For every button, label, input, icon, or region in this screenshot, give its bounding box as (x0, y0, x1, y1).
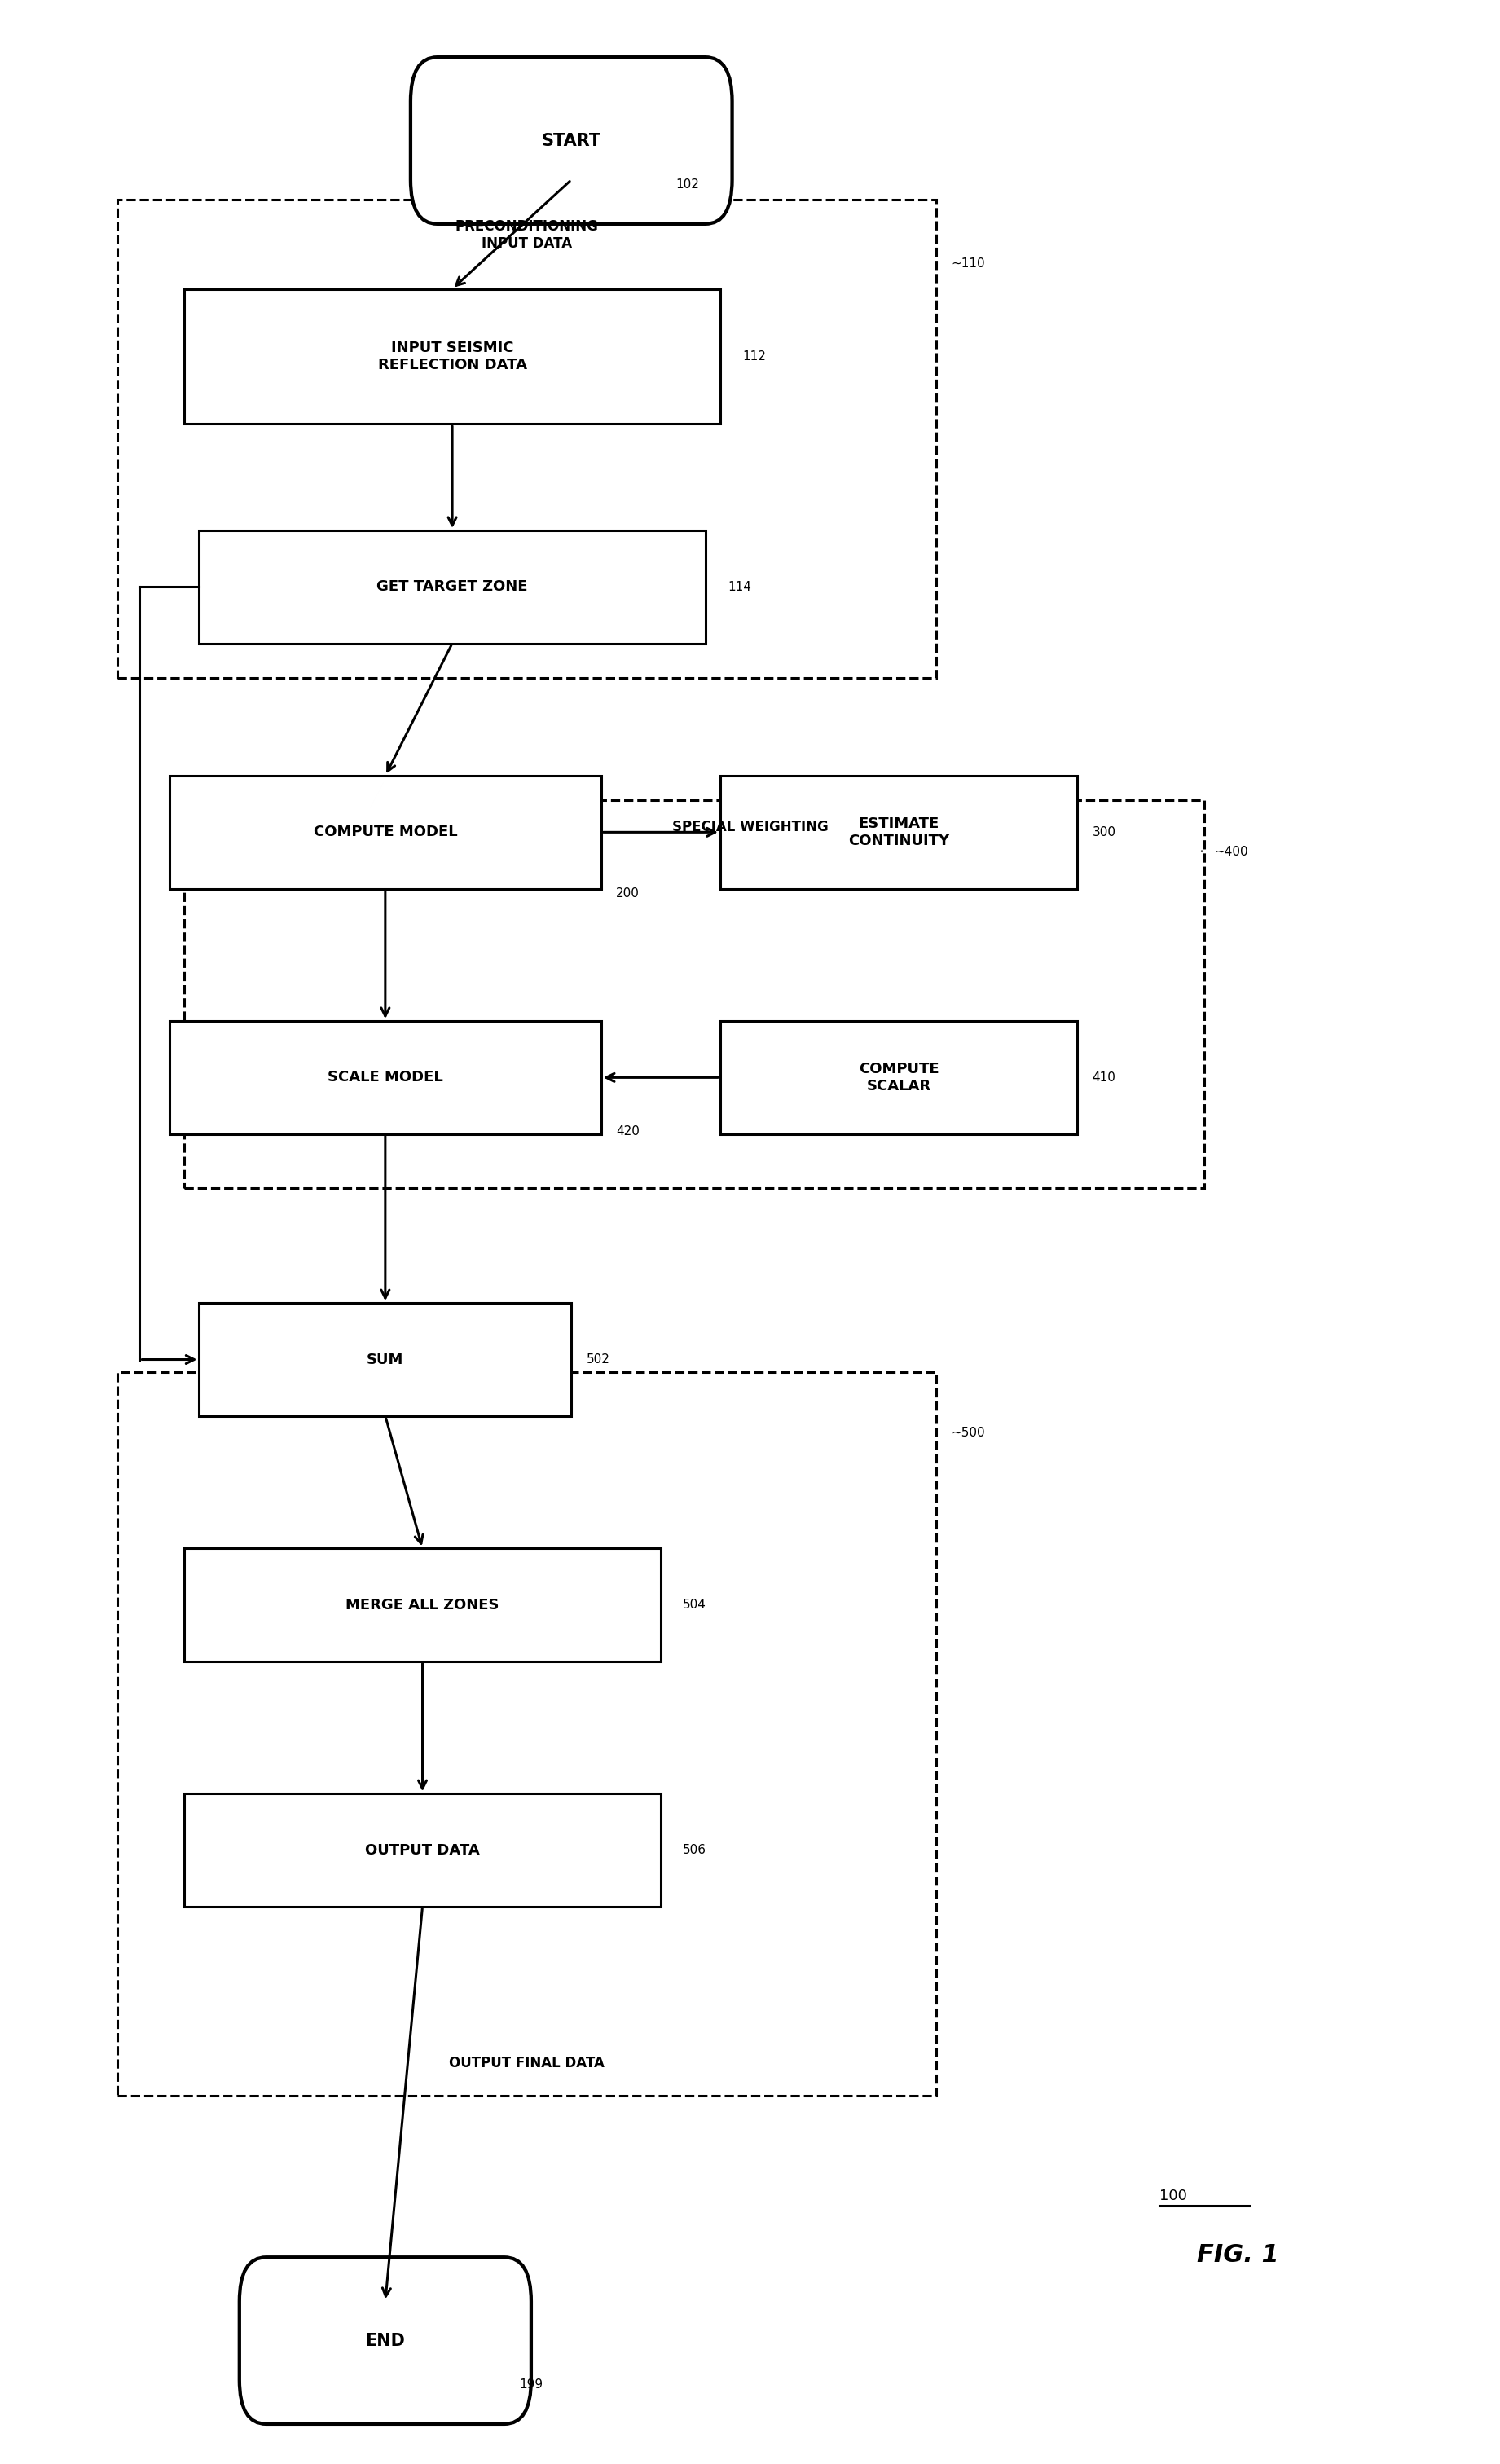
Text: 410: 410 (1092, 1072, 1116, 1084)
Text: INPUT SEISMIC
REFLECTION DATA: INPUT SEISMIC REFLECTION DATA (378, 340, 527, 372)
Text: SCALE MODEL: SCALE MODEL (327, 1069, 443, 1084)
Text: OUTPUT FINAL DATA: OUTPUT FINAL DATA (448, 2055, 604, 2070)
Text: 199: 199 (519, 2378, 543, 2390)
FancyBboxPatch shape (184, 1794, 660, 1907)
FancyBboxPatch shape (200, 530, 705, 643)
Text: 112: 112 (742, 350, 766, 362)
Bar (117, 1372, 936, 2094)
Text: ~110: ~110 (951, 256, 986, 269)
Text: END: END (366, 2333, 405, 2348)
Bar (184, 801, 1205, 1188)
FancyBboxPatch shape (170, 776, 602, 890)
Text: 420: 420 (616, 1126, 639, 1138)
FancyBboxPatch shape (411, 57, 732, 224)
Text: 502: 502 (586, 1353, 610, 1365)
Text: ~500: ~500 (951, 1427, 986, 1439)
Text: PRECONDITIONING
INPUT DATA: PRECONDITIONING INPUT DATA (454, 219, 598, 251)
Text: ~400: ~400 (1215, 845, 1248, 857)
Text: 300: 300 (1092, 825, 1116, 838)
FancyBboxPatch shape (200, 1303, 572, 1417)
Text: 504: 504 (682, 1599, 706, 1611)
FancyBboxPatch shape (240, 2257, 531, 2425)
FancyBboxPatch shape (184, 1547, 660, 1661)
Text: 200: 200 (616, 887, 639, 899)
FancyBboxPatch shape (184, 288, 720, 424)
Text: COMPUTE MODEL: COMPUTE MODEL (314, 825, 458, 840)
Bar (117, 200, 936, 678)
Text: SPECIAL WEIGHTING: SPECIAL WEIGHTING (672, 821, 828, 835)
Text: 114: 114 (728, 582, 752, 594)
FancyBboxPatch shape (170, 1020, 602, 1133)
Text: SUM: SUM (368, 1353, 404, 1368)
Text: OUTPUT DATA: OUTPUT DATA (364, 1843, 480, 1858)
Text: MERGE ALL ZONES: MERGE ALL ZONES (345, 1597, 500, 1611)
Text: FIG. 1: FIG. 1 (1197, 2242, 1278, 2267)
FancyBboxPatch shape (720, 1020, 1077, 1133)
Text: 506: 506 (682, 1843, 706, 1855)
Text: START: START (542, 133, 602, 148)
Text: ESTIMATE
CONTINUITY: ESTIMATE CONTINUITY (849, 816, 950, 848)
Text: 102: 102 (675, 177, 699, 190)
FancyBboxPatch shape (720, 776, 1077, 890)
Text: COMPUTE
SCALAR: COMPUTE SCALAR (858, 1062, 939, 1094)
Text: 100: 100 (1160, 2188, 1186, 2203)
Text: GET TARGET ZONE: GET TARGET ZONE (377, 579, 528, 594)
